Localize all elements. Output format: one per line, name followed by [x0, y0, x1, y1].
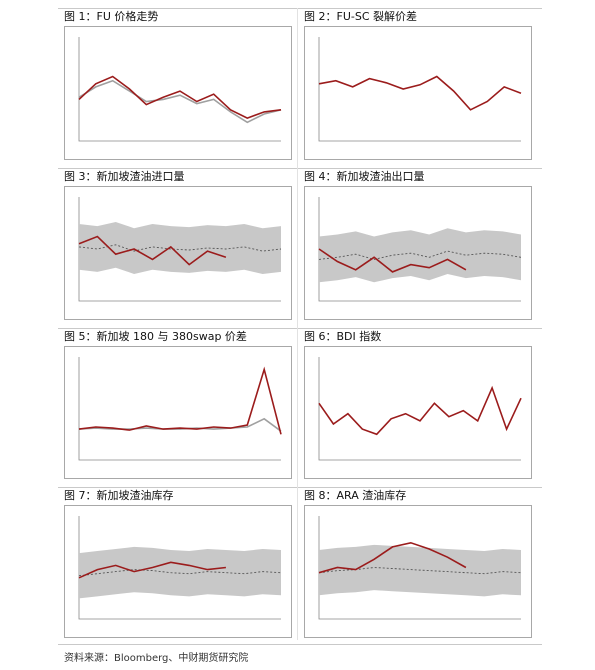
- axis: [78, 37, 281, 142]
- fig4-plot: [318, 197, 522, 302]
- range-band: [79, 221, 281, 274]
- series-line: [78, 366, 282, 435]
- series-line: [78, 417, 282, 432]
- fig5-title: 图 5：新加坡 180 与 380swap 价差: [64, 330, 247, 343]
- fig5-chart: [64, 346, 292, 479]
- series-line: [318, 75, 522, 111]
- axis: [78, 357, 281, 461]
- fig8-title: 图 8：ARA 渣油库存: [304, 489, 407, 502]
- axis: [318, 357, 521, 461]
- series-line: [78, 79, 282, 124]
- fig1-chart: [64, 26, 292, 160]
- fig4-title: 图 4：新加坡渣油出口量: [304, 170, 425, 183]
- fig8-chart: [304, 505, 532, 638]
- fig6-plot: [318, 357, 522, 461]
- fig2-chart: [304, 26, 532, 160]
- fig3-chart: [64, 186, 292, 320]
- series-line: [318, 248, 467, 273]
- fig1-plot: [78, 37, 282, 142]
- fig3-title: 图 3：新加坡渣油进口量: [64, 170, 185, 183]
- range-band: [79, 546, 281, 599]
- fig4-chart: [304, 186, 532, 320]
- fig6-chart: [304, 346, 532, 479]
- series-line: [78, 569, 282, 577]
- series-line: [78, 235, 227, 266]
- range-band: [319, 228, 521, 283]
- fig8-plot: [318, 516, 522, 620]
- series-line: [318, 541, 467, 574]
- axis: [318, 37, 521, 142]
- axis: [318, 197, 521, 302]
- fig2-plot: [318, 37, 522, 142]
- series-line: [318, 250, 522, 260]
- series-line: [78, 75, 282, 119]
- source-note: 资料来源：Bloomberg、中财期货研究院: [64, 653, 249, 664]
- fig1-title: 图 1：FU 价格走势: [64, 10, 159, 23]
- fig5-plot: [78, 357, 282, 461]
- range-band: [319, 544, 521, 597]
- fig6-title: 图 6：BDI 指数: [304, 330, 382, 343]
- series-line: [318, 385, 522, 436]
- fig7-plot: [78, 516, 282, 620]
- axis: [78, 516, 281, 620]
- fig2-title: 图 2：FU-SC 裂解价差: [304, 10, 418, 23]
- fig3-plot: [78, 197, 282, 302]
- series-line: [78, 561, 226, 579]
- fig7-title: 图 7：新加坡渣油库存: [64, 489, 174, 502]
- fig7-chart: [64, 505, 292, 638]
